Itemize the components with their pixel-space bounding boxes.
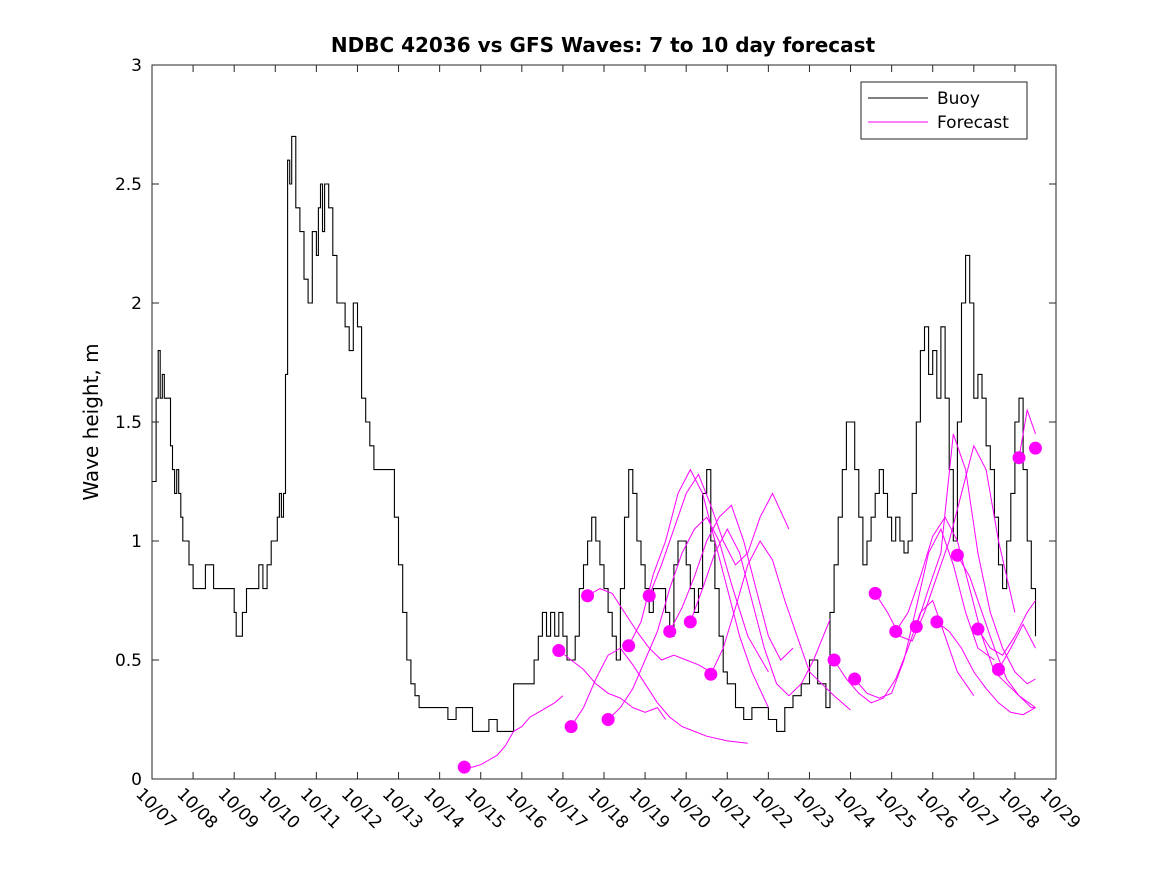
forecast-line-2 — [570, 647, 748, 744]
forecast-marker — [564, 720, 578, 734]
legend-buoy-label: Buoy — [937, 89, 980, 109]
legend-box — [860, 81, 1028, 140]
forecast-marker — [889, 624, 903, 638]
forecast-marker — [827, 653, 841, 667]
forecast-marker — [848, 672, 862, 686]
forecast-line-11 — [854, 527, 995, 699]
forecast-line-17 — [977, 600, 1036, 656]
chart-title: NDBC 42036 vs GFS Waves: 7 to 10 day for… — [331, 33, 876, 57]
forecast-marker — [457, 760, 471, 774]
forecast-line-14 — [915, 433, 1036, 685]
forecast-line-9 — [710, 540, 851, 711]
forecast-start-markers — [457, 441, 1042, 774]
buoy-line — [152, 135, 1037, 732]
buoy-series — [152, 135, 1037, 732]
forecast-marker — [1012, 451, 1026, 465]
plot-area — [152, 135, 1042, 774]
forecast-line-5 — [628, 468, 769, 708]
y-tick-label: 2 — [131, 294, 142, 314]
forecast-marker — [909, 620, 923, 634]
y-tick-label: 1.5 — [115, 413, 142, 433]
forecast-marker — [622, 639, 636, 653]
forecast-line-7 — [669, 504, 794, 661]
forecast-series — [464, 408, 1036, 768]
forecast-marker — [971, 622, 985, 636]
forecast-line-6 — [648, 473, 790, 596]
forecast-line-3 — [587, 588, 712, 673]
forecast-marker — [642, 589, 656, 603]
legend-forecast-label: Forecast — [937, 113, 1009, 133]
forecast-marker — [704, 667, 718, 681]
forecast-marker — [581, 589, 595, 603]
forecast-marker — [868, 586, 882, 600]
forecast-line-8 — [689, 528, 831, 697]
forecast-marker — [552, 643, 566, 657]
forecast-line-15 — [936, 621, 1036, 716]
forecast-line-19 — [1018, 408, 1036, 458]
forecast-line-10 — [833, 599, 975, 704]
forecast-line-13 — [895, 516, 1036, 709]
y-tick-label: 0 — [131, 770, 142, 790]
forecast-marker — [991, 663, 1005, 677]
y-axis: 0 0.5 1 1.5 2 2.5 3 — [115, 56, 1056, 790]
forecast-line-4 — [607, 516, 769, 720]
forecast-marker — [663, 624, 677, 638]
y-tick-label: 0.5 — [115, 651, 142, 671]
forecast-marker — [683, 615, 697, 629]
forecast-line-18 — [998, 623, 1036, 670]
forecast-marker — [950, 548, 964, 562]
y-tick-label: 3 — [131, 56, 142, 76]
y-tick-label: 2.5 — [115, 175, 142, 195]
forecast-line-1 — [558, 650, 667, 720]
forecast-marker — [601, 713, 615, 726]
y-axis-label: Wave height, m — [79, 343, 103, 500]
forecast-marker — [1028, 441, 1042, 455]
forecast-marker — [930, 615, 944, 629]
forecast-line-0 — [464, 695, 564, 768]
legend: Buoy Forecast — [860, 81, 1028, 140]
y-tick-label: 1 — [131, 532, 142, 552]
